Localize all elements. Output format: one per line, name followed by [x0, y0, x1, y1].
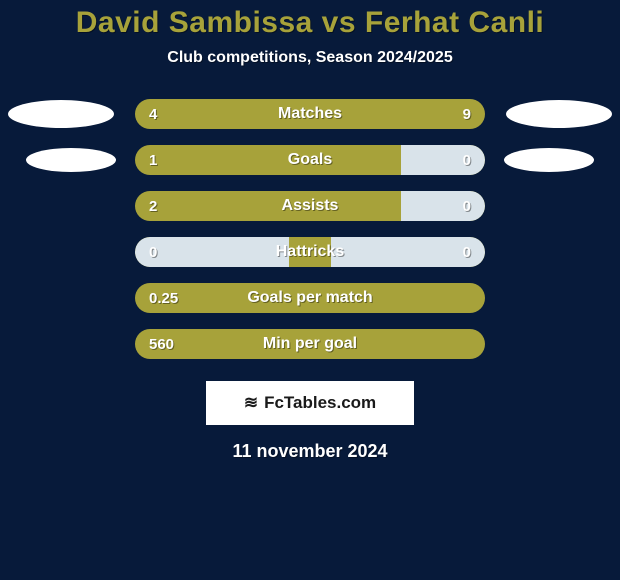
stat-bar-fill-right — [401, 191, 485, 221]
stat-bar: Matches4 9 — [135, 99, 485, 129]
stat-bar: Goals10 — [135, 145, 485, 175]
stat-row: Goals10 — [0, 137, 620, 183]
stat-bar: Hattricks00 — [135, 237, 485, 267]
stat-value-left: 1 — [149, 152, 157, 169]
stat-value-left: 560 — [149, 336, 174, 353]
stat-bar: Goals per match0.25 — [135, 283, 485, 313]
source-badge: ≋ FcTables.com — [206, 381, 414, 425]
card-title: David Sambissa vs Ferhat Canli — [0, 6, 620, 39]
stat-bar: Min per goal560 — [135, 329, 485, 359]
stat-value-left: 2 — [149, 198, 157, 215]
bars-icon: ≋ — [244, 393, 258, 413]
stat-bar: Assists20 — [135, 191, 485, 221]
stat-row: Goals per match0.25 — [0, 275, 620, 321]
stat-label: Matches — [135, 105, 485, 123]
stat-value-left: 0.25 — [149, 290, 178, 307]
stat-row: Matches4 9 — [0, 91, 620, 137]
stat-value-right: 9 — [463, 106, 471, 123]
left-team-marker — [26, 148, 116, 172]
card-subtitle: Club competitions, Season 2024/2025 — [0, 49, 620, 67]
stat-row: Hattricks00 — [0, 229, 620, 275]
stat-row: Assists20 — [0, 183, 620, 229]
source-label: FcTables.com — [264, 393, 376, 413]
stat-bar-fill-left — [135, 237, 289, 267]
comparison-card: David Sambissa vs Ferhat Canli Club comp… — [0, 0, 620, 580]
stat-bar-fill-right — [401, 145, 485, 175]
stat-label: Min per goal — [135, 335, 485, 353]
stat-rows: Matches4 9 Goals10 Assists20 Hattricks00 Goal… — [0, 91, 620, 367]
stat-value-left: 4 — [149, 106, 157, 123]
stat-bar-fill-right — [331, 237, 485, 267]
card-date: 11 november 2024 — [0, 441, 620, 462]
stat-label: Goals per match — [135, 289, 485, 307]
left-team-marker — [8, 100, 114, 128]
right-team-marker — [504, 148, 594, 172]
stat-row: Min per goal560 — [0, 321, 620, 367]
right-team-marker — [506, 100, 612, 128]
